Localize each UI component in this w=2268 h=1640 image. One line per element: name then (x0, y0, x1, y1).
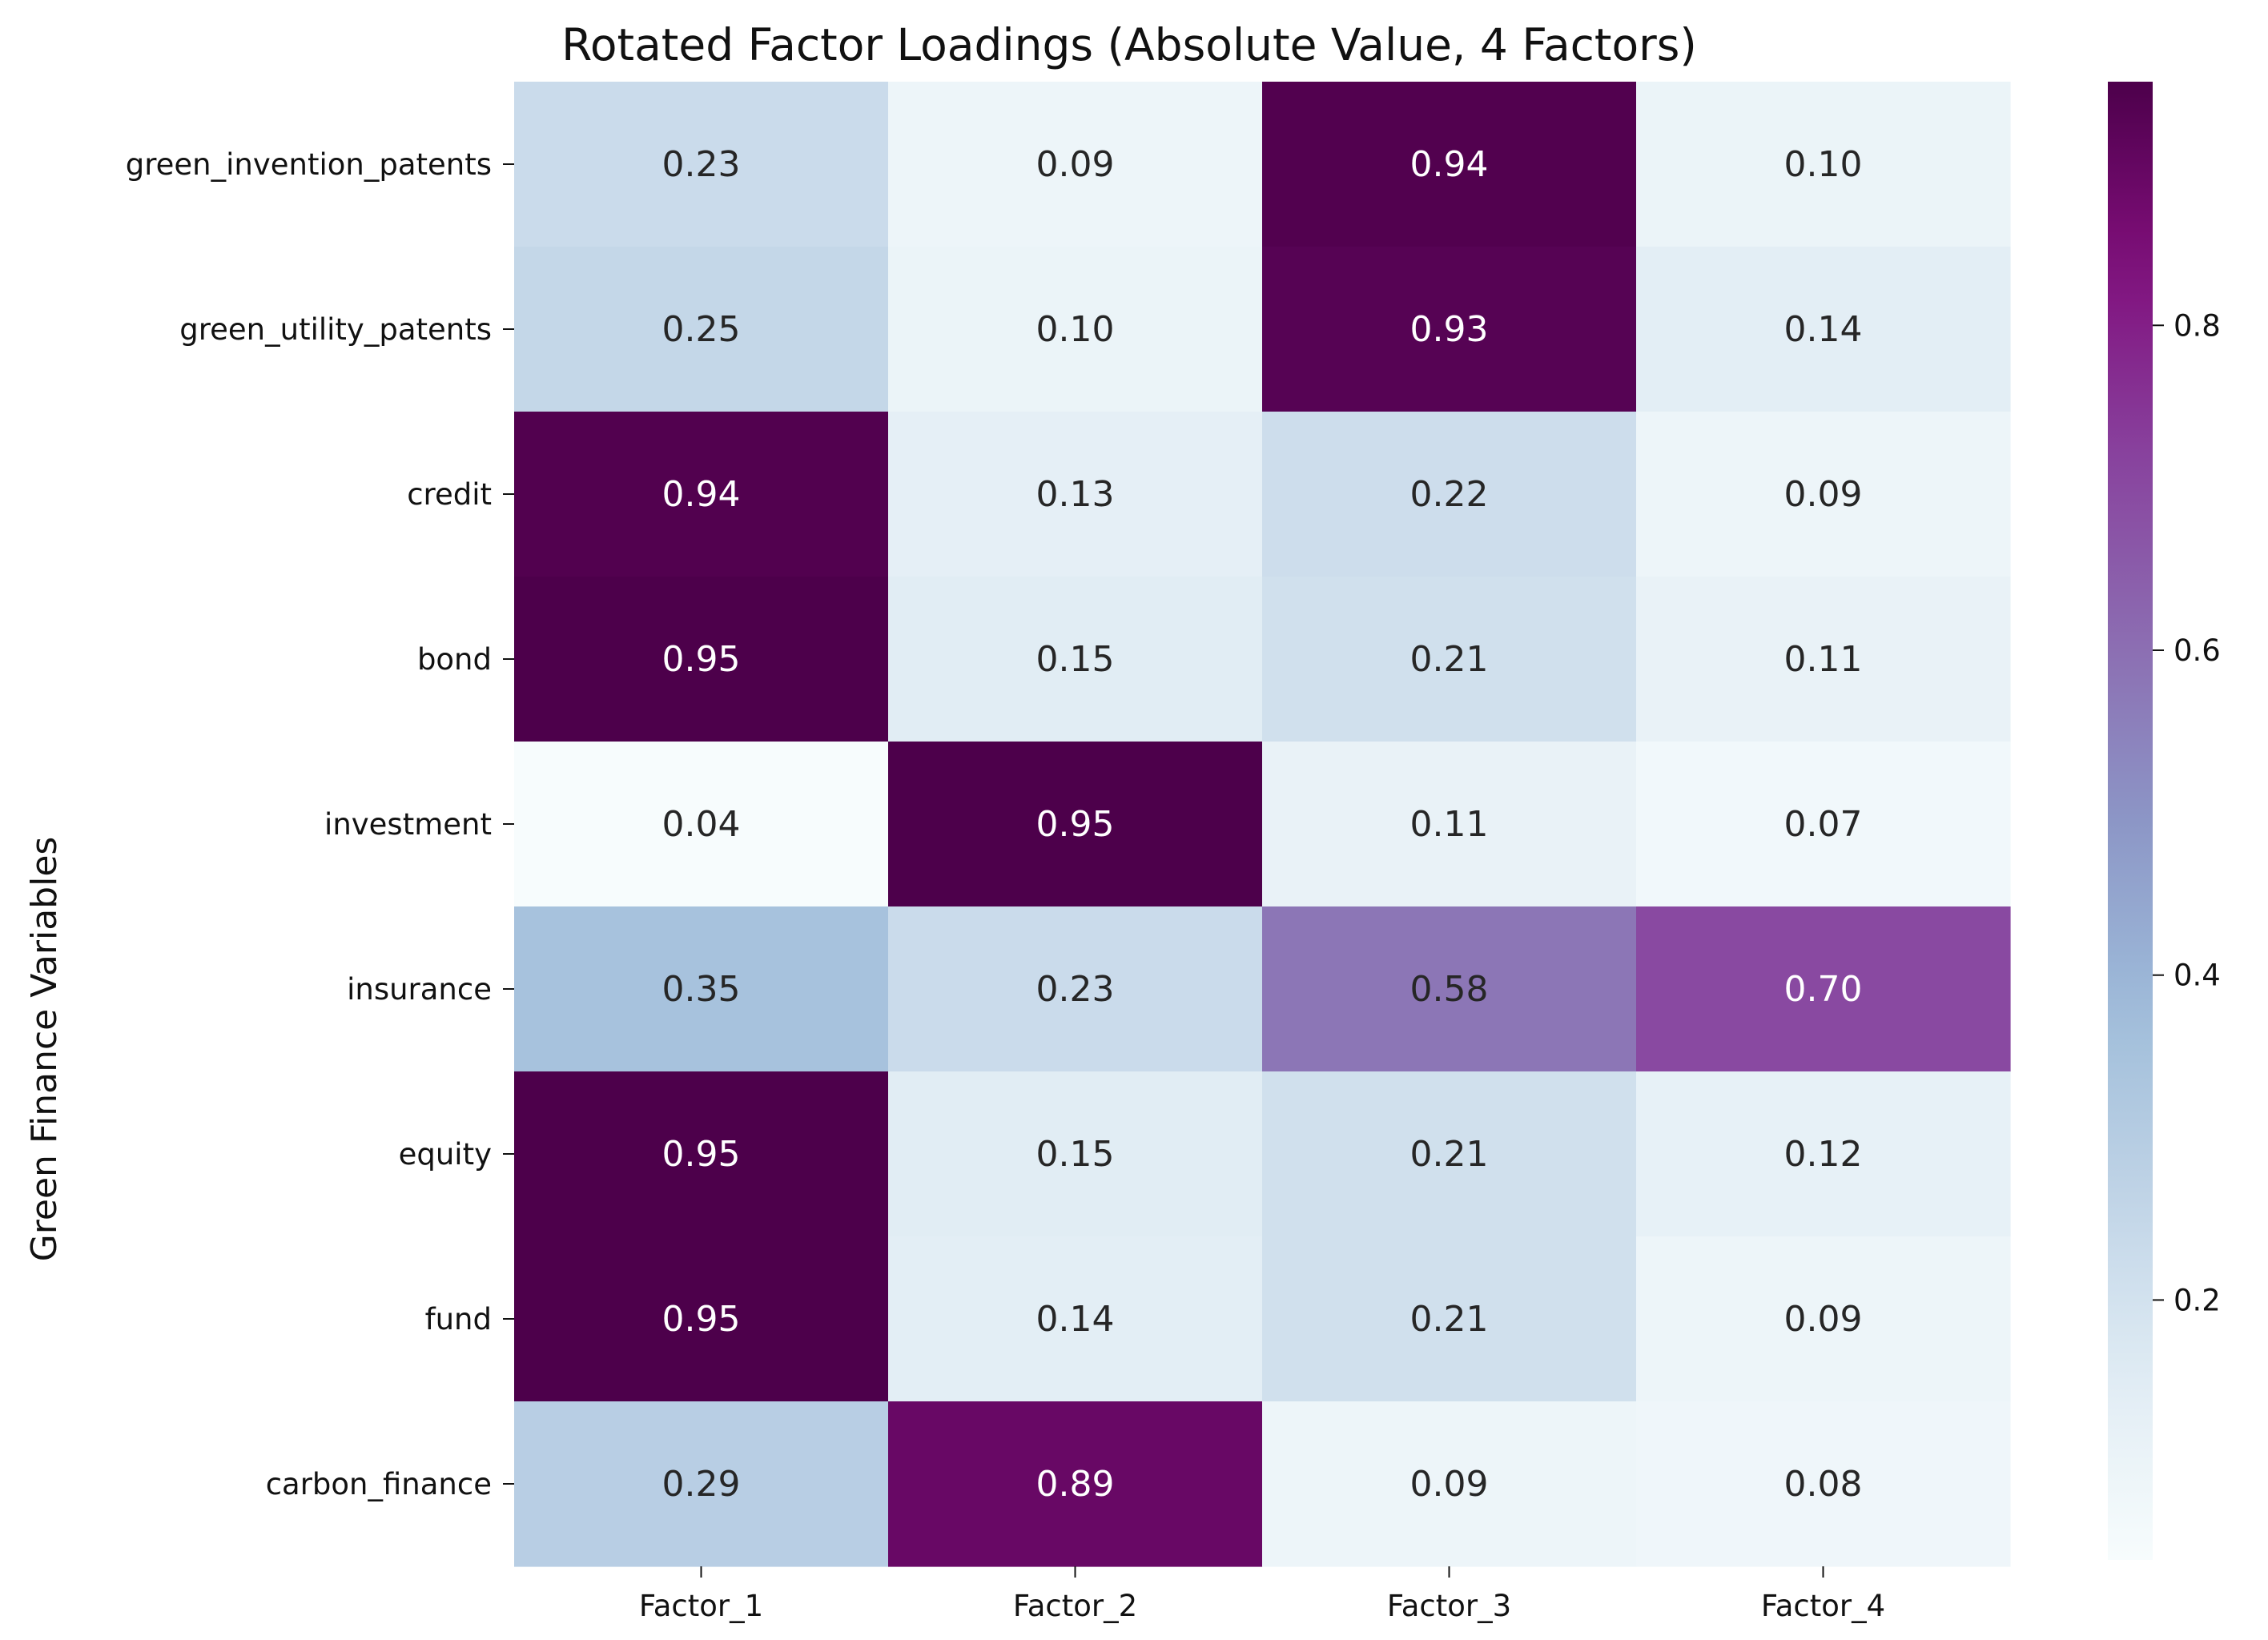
x-tick-label: Factor_1 (639, 1589, 763, 1623)
heatmap-cell (514, 1401, 889, 1567)
cell-value-label: 0.95 (662, 639, 741, 680)
colorbar-tick-label: 0.4 (2174, 959, 2221, 993)
cell-value-label: 0.09 (1784, 1299, 1863, 1340)
cell-value-label: 0.09 (1784, 474, 1863, 515)
heatmap-cell (888, 412, 1263, 577)
y-tick-label: green_invention_patents (126, 147, 492, 182)
cell-value-label: 0.11 (1410, 804, 1489, 845)
y-tick-label: fund (425, 1302, 492, 1337)
heatmap-cell (1262, 1236, 1637, 1402)
heatmap-cell (1636, 247, 2011, 412)
x-tick-label: Factor_4 (1761, 1589, 1885, 1623)
heatmap-cell (1636, 1236, 2011, 1402)
heatmap-cell (1636, 577, 2011, 742)
y-tick-label: green_utility_patents (179, 312, 492, 347)
cell-value-label: 0.94 (662, 474, 741, 515)
heatmap-cell (514, 412, 889, 577)
cell-value-label: 0.58 (1410, 969, 1489, 1010)
colorbar (2108, 82, 2153, 1560)
cell-value-label: 0.14 (1784, 309, 1863, 350)
cell-value-label: 0.15 (1036, 639, 1115, 680)
cell-value-label: 0.89 (1036, 1464, 1115, 1505)
heatmap-cell (514, 1236, 889, 1402)
heatmap-cell (888, 1401, 1263, 1567)
cell-value-label: 0.07 (1784, 804, 1863, 845)
heatmap-cell (888, 1236, 1263, 1402)
cell-value-label: 0.09 (1410, 1464, 1489, 1505)
heatmap-cell (514, 906, 889, 1072)
heatmap-cell (1262, 906, 1637, 1072)
cell-value-label: 0.15 (1036, 1134, 1115, 1175)
cell-value-label: 0.95 (1036, 804, 1115, 845)
heatmap-cell (514, 247, 889, 412)
cell-value-label: 0.08 (1784, 1464, 1863, 1505)
heatmap-cell (1636, 82, 2011, 247)
y-tick-label: insurance (347, 972, 492, 1007)
heatmap-cell (1636, 742, 2011, 907)
x-tick-label: Factor_3 (1387, 1589, 1511, 1623)
cell-value-label: 0.10 (1784, 144, 1863, 185)
heatmap-cell (1262, 742, 1637, 907)
cell-value-label: 0.23 (1036, 969, 1115, 1010)
cell-value-label: 0.13 (1036, 474, 1115, 515)
cell-value-label: 0.21 (1410, 639, 1489, 680)
heatmap-cell (514, 82, 889, 247)
cell-value-label: 0.14 (1036, 1299, 1115, 1340)
y-axis-ticks: green_invention_patents green_utility_pat… (126, 147, 514, 1501)
y-axis-label: Green Finance Variables (24, 837, 65, 1262)
y-tick-label: equity (399, 1137, 492, 1172)
cell-value-label: 0.23 (662, 144, 741, 185)
heatmap-cell (1262, 82, 1637, 247)
cell-value-label: 0.35 (662, 969, 741, 1010)
heatmap-cell (888, 82, 1263, 247)
heatmap-cell (1636, 906, 2011, 1072)
y-tick-label: credit (407, 477, 492, 512)
heatmap-cell (1636, 1401, 2011, 1567)
heatmap-cell (514, 577, 889, 742)
heatmap-cell (888, 247, 1263, 412)
cell-value-label: 0.70 (1784, 969, 1863, 1010)
cell-value-label: 0.93 (1410, 309, 1489, 350)
x-axis-ticks: Factor_1 Factor_2 Factor_3 Factor_4 (639, 1566, 1885, 1623)
chart-title: Rotated Factor Loadings (Absolute Value,… (561, 19, 1697, 70)
cell-value-label: 0.10 (1036, 309, 1115, 350)
heatmap-cell (1262, 577, 1637, 742)
heatmap-cell (888, 577, 1263, 742)
cell-value-label: 0.25 (662, 309, 741, 350)
cell-value-label: 0.21 (1410, 1134, 1489, 1175)
heatmap-cell (888, 906, 1263, 1072)
cell-value-label: 0.22 (1410, 474, 1489, 515)
colorbar-ticks: 0.2 0.4 0.6 0.8 (2153, 308, 2221, 1317)
y-tick-label: carbon_finance (266, 1467, 492, 1501)
colorbar-tick-label: 0.8 (2174, 308, 2221, 343)
heatmap-cell (1262, 1071, 1637, 1237)
cell-value-label: 0.95 (662, 1299, 741, 1340)
heatmap-cell (1636, 412, 2011, 577)
heatmap-cells: 0.23 0.09 0.94 0.10 0.25 0.10 0.93 0.14 0.94 0.13… (514, 82, 2011, 1567)
colorbar-tick-label: 0.6 (2174, 633, 2221, 668)
y-tick-label: bond (417, 642, 492, 677)
cell-value-label: 0.04 (662, 804, 741, 845)
colorbar-tick-label: 0.2 (2174, 1283, 2221, 1317)
heatmap-cell (1262, 247, 1637, 412)
heatmap-cell (888, 1071, 1263, 1237)
cell-value-label: 0.09 (1036, 144, 1115, 185)
heatmap-cell (514, 1071, 889, 1237)
heatmap-cell (1262, 412, 1637, 577)
heatmap-cell (888, 742, 1263, 907)
heatmap-cell (1262, 1401, 1637, 1567)
cell-value-label: 0.29 (662, 1464, 741, 1505)
heatmap-cell (1636, 1071, 2011, 1237)
heatmap-cell (514, 742, 889, 907)
cell-value-label: 0.95 (662, 1134, 741, 1175)
cell-value-label: 0.11 (1784, 639, 1863, 680)
cell-value-label: 0.94 (1410, 144, 1489, 185)
y-tick-label: investment (324, 807, 492, 842)
x-tick-label: Factor_2 (1013, 1589, 1137, 1623)
cell-value-label: 0.12 (1784, 1134, 1863, 1175)
cell-value-label: 0.21 (1410, 1299, 1489, 1340)
